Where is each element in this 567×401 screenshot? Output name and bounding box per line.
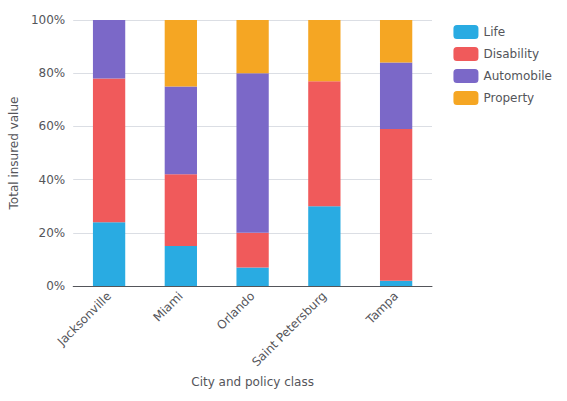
svg-text:60%: 60%: [39, 119, 66, 133]
svg-text:Disability: Disability: [483, 47, 539, 61]
svg-text:Total insured value: Total insured value: [7, 97, 21, 211]
svg-text:100%: 100%: [31, 13, 65, 27]
svg-text:0%: 0%: [46, 279, 65, 293]
svg-text:80%: 80%: [39, 66, 66, 80]
svg-text:40%: 40%: [39, 173, 66, 187]
svg-text:Property: Property: [483, 91, 534, 105]
svg-text:Tampa: Tampa: [363, 289, 401, 327]
svg-text:Saint Petersburg: Saint Petersburg: [249, 289, 329, 369]
svg-text:Orlando: Orlando: [214, 289, 258, 333]
svg-text:Life: Life: [483, 25, 505, 39]
svg-text:Miami: Miami: [150, 289, 185, 324]
svg-text:20%: 20%: [39, 226, 66, 240]
svg-text:City and policy class: City and policy class: [191, 375, 314, 389]
svg-text:Jacksonville: Jacksonville: [54, 289, 114, 349]
svg-text:Automobile: Automobile: [483, 69, 552, 83]
